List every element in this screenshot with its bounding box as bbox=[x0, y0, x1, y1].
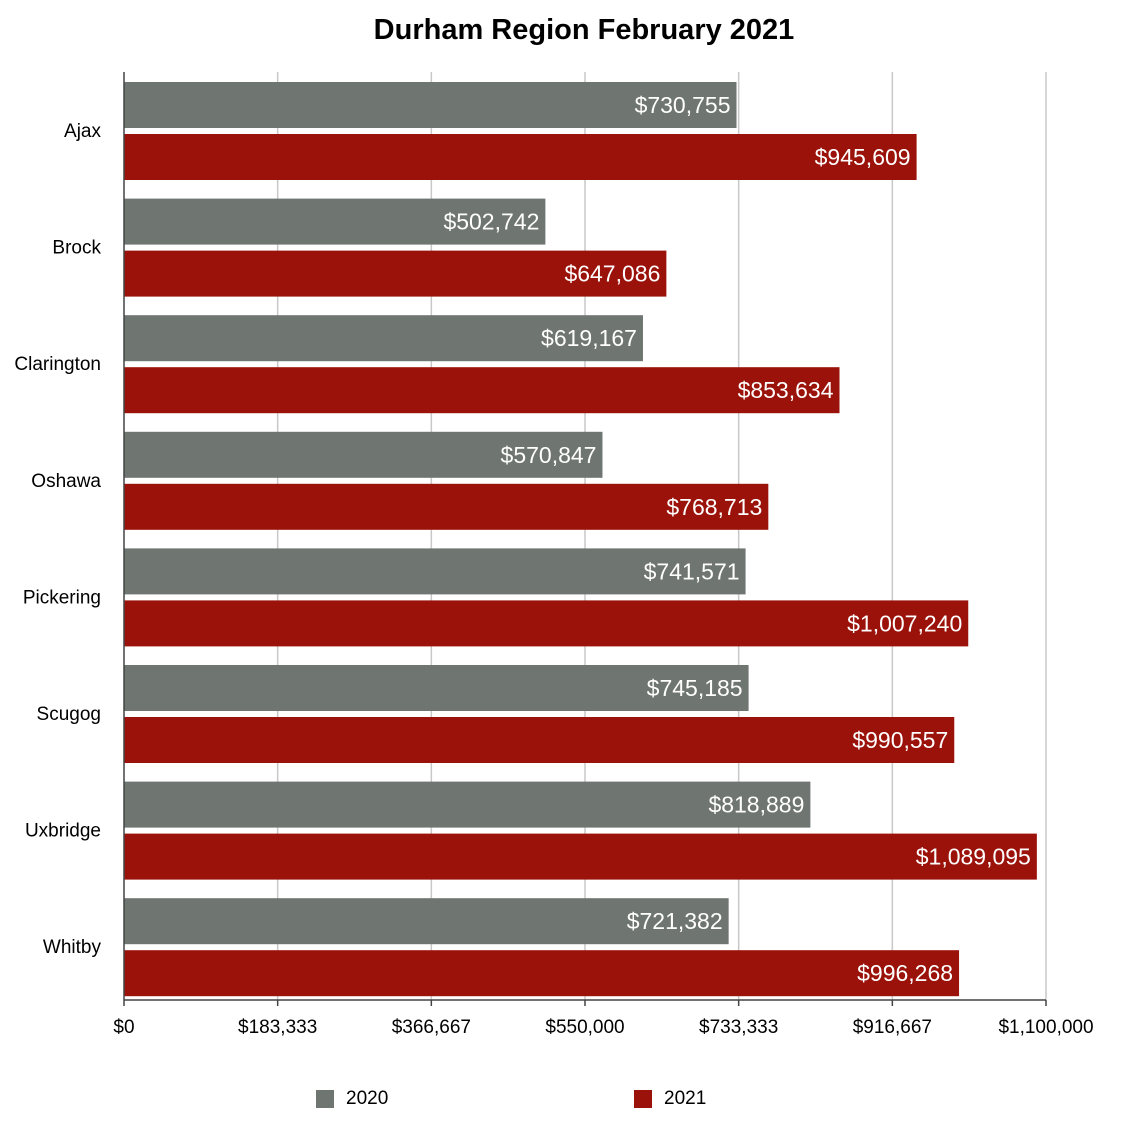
category-label: Brock bbox=[52, 238, 101, 259]
bar-2020-brock bbox=[124, 198, 546, 245]
bar-value-label: $730,755 bbox=[635, 92, 731, 118]
bar-chart: $730,755 $945,609 $502,742 $647,086 $619,167… bbox=[14, 72, 1094, 1038]
bar-2020-oshawa bbox=[124, 431, 603, 478]
legend-item-2020: 2020 bbox=[316, 1088, 388, 1110]
legend-label-2021: 2021 bbox=[664, 1088, 707, 1109]
bar-value-label: $1,089,095 bbox=[916, 844, 1031, 870]
bar-2020-uxbridge bbox=[124, 781, 811, 828]
bar-value-label: $570,847 bbox=[501, 442, 597, 468]
bar-value-label: $502,742 bbox=[443, 209, 539, 235]
bar-value-label: $996,268 bbox=[857, 960, 953, 986]
bar-2021-oshawa bbox=[124, 483, 769, 530]
bar-value-label: $647,086 bbox=[564, 261, 660, 287]
legend-swatch-2021 bbox=[634, 1090, 652, 1108]
category-label: Oshawa bbox=[31, 471, 101, 492]
bar-2020-whitby bbox=[124, 898, 729, 945]
bar-value-label: $721,382 bbox=[627, 908, 723, 934]
chart-title: Durham Region February 2021 bbox=[373, 14, 795, 46]
bar-value-label: $741,571 bbox=[644, 558, 740, 584]
bar-value-label: $1,007,240 bbox=[847, 610, 962, 636]
bar-2021-pickering bbox=[124, 600, 969, 647]
legend-swatch-2020 bbox=[316, 1090, 334, 1108]
bar-value-label: $745,185 bbox=[647, 675, 743, 701]
x-tick-label: $1,100,000 bbox=[998, 1017, 1093, 1038]
axes: $0 $183,333 $366,667 $550,000 $733,333 $916,6… bbox=[14, 72, 1094, 1038]
x-tick-label: $916,667 bbox=[853, 1017, 932, 1038]
bar-2021-scugog bbox=[124, 717, 955, 763]
bar-2020-scugog bbox=[124, 665, 749, 711]
bar-2021-brock bbox=[124, 250, 667, 297]
bar-value-label: $990,557 bbox=[852, 727, 948, 753]
bar-2020-ajax bbox=[124, 82, 737, 128]
x-tick-label: $733,333 bbox=[699, 1017, 778, 1038]
category-label: Pickering bbox=[23, 587, 101, 608]
bar-value-label: $619,167 bbox=[541, 325, 637, 351]
category-label: Clarington bbox=[14, 354, 101, 375]
legend-label-2020: 2020 bbox=[346, 1088, 389, 1109]
category-label: Whitby bbox=[43, 937, 102, 958]
bar-2021-ajax bbox=[124, 134, 917, 180]
category-label: Scugog bbox=[37, 704, 101, 725]
bar-value-label: $853,634 bbox=[738, 377, 834, 403]
bar-2021-whitby bbox=[124, 950, 960, 997]
x-tick-label: $550,000 bbox=[545, 1017, 624, 1038]
category-label: Uxbridge bbox=[25, 821, 101, 842]
bar-value-label: $768,713 bbox=[666, 494, 762, 520]
x-tick-label: $366,667 bbox=[392, 1017, 471, 1038]
bar-2020-pickering bbox=[124, 548, 746, 595]
bar-2020-clarington bbox=[124, 315, 643, 362]
bar-value-label: $945,609 bbox=[815, 144, 911, 170]
category-label: Ajax bbox=[64, 121, 101, 142]
legend-item-2021: 2021 bbox=[634, 1088, 706, 1110]
bar-2021-uxbridge bbox=[124, 833, 1037, 880]
x-tick-label: $183,333 bbox=[238, 1017, 317, 1038]
bar-value-label: $818,889 bbox=[708, 792, 804, 818]
bar-2021-clarington bbox=[124, 367, 840, 414]
bars: $730,755 $945,609 $502,742 $647,086 $619,167… bbox=[124, 82, 1037, 997]
x-tick-label: $0 bbox=[113, 1017, 134, 1038]
legend: 2020 2021 bbox=[0, 1088, 1122, 1114]
